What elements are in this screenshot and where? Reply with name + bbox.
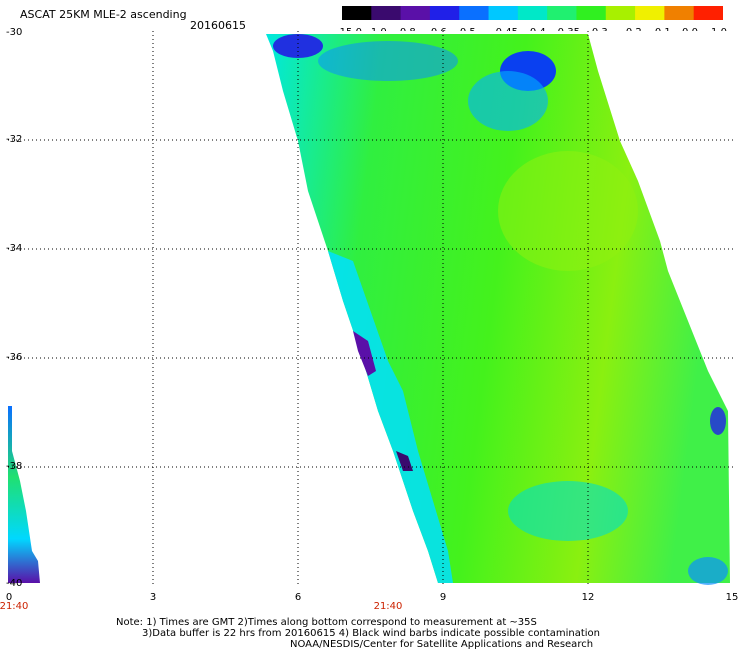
colorbar-swatch (429, 6, 460, 20)
colorbar-swatch (371, 6, 402, 20)
map-plot (8, 31, 735, 587)
colorbar-swatch (635, 6, 665, 20)
swath-left (8, 406, 40, 583)
lat-label: -40 (6, 578, 23, 589)
colorbar-swatch (664, 6, 695, 20)
time-label: 21:40 (0, 601, 29, 612)
swath-patch-yellowgreen (498, 151, 638, 271)
swath-patch-blue (318, 41, 458, 81)
lon-label: 15 (725, 592, 739, 603)
swath-edge-cyan (328, 251, 453, 583)
lat-label: -30 (6, 27, 23, 38)
swath-edge-purple (353, 331, 376, 376)
colorbar-swatch (342, 6, 372, 20)
note-line-3: NOAA/NESDIS/Center for Satellite Applica… (290, 639, 594, 650)
note-line-1: Note: 1) Times are GMT 2)Times along bot… (116, 617, 537, 628)
colorbar-swatch (547, 6, 578, 20)
colorbar-swatch (459, 6, 490, 20)
colorbar-swatch (517, 6, 548, 20)
map-title: ASCAT 25KM MLE-2 ascending (20, 8, 187, 21)
note-line-2: 3)Data buffer is 22 hrs from 20160615 4)… (142, 628, 600, 639)
lat-label: -38 (6, 461, 23, 472)
lon-label: 9 (439, 592, 447, 603)
swath-patch-cyan (688, 557, 728, 585)
swath-patch-blue (468, 71, 548, 131)
map-date: 20160615 (190, 19, 246, 32)
colorbar-swatch (400, 6, 431, 20)
lon-label: 6 (294, 592, 302, 603)
colorbar-swatch (605, 6, 636, 20)
swath-patch-blue (273, 34, 323, 58)
colorbar-swatch (576, 6, 607, 20)
swath-patch-cyan (710, 407, 726, 435)
lon-label: 0 (5, 592, 13, 603)
time-label: 21:40 (373, 601, 403, 612)
swath-edge-purple (396, 451, 413, 471)
lat-label: -36 (6, 352, 23, 363)
lat-label: -34 (6, 243, 23, 254)
lat-label: -32 (6, 134, 23, 145)
graticule (8, 31, 735, 587)
colorbar (342, 6, 723, 20)
colorbar-swatch (693, 6, 723, 20)
lon-label: 3 (149, 592, 157, 603)
swath-patch-cyan (508, 481, 628, 541)
colorbar-swatch (488, 6, 519, 20)
lon-label: 12 (581, 592, 595, 603)
